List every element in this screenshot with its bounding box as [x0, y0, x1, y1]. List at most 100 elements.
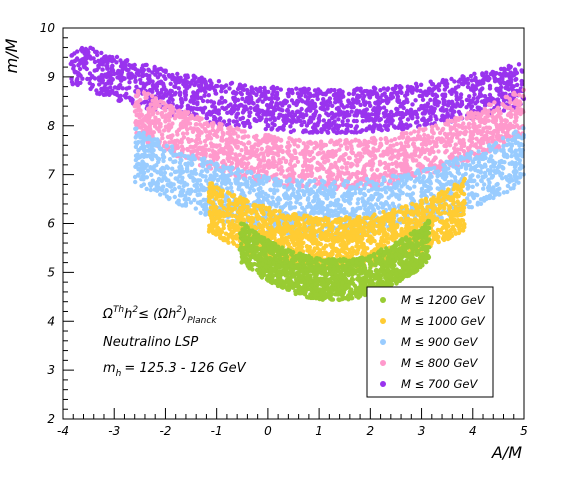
scatter-point	[330, 103, 335, 109]
scatter-point	[414, 88, 420, 93]
scatter-point	[508, 173, 513, 179]
scatter-point	[385, 86, 391, 91]
scatter-point	[501, 103, 506, 108]
scatter-point	[412, 184, 417, 189]
scatter-point	[145, 116, 150, 121]
scatter-point	[141, 72, 146, 78]
scatter-point	[221, 158, 226, 164]
scatter-point	[385, 123, 391, 128]
scatter-point	[189, 162, 194, 167]
scatter-point	[288, 124, 293, 129]
scatter-point	[464, 105, 469, 110]
scatter-point	[204, 83, 209, 88]
scatter-point	[444, 78, 449, 84]
scatter-point	[208, 99, 214, 104]
scatter-point	[177, 160, 183, 165]
scatter-point	[376, 108, 382, 113]
scatter-point	[301, 129, 306, 135]
scatter-point	[195, 133, 200, 138]
scatter-point	[326, 88, 331, 93]
scatter-point	[495, 113, 500, 119]
scatter-point	[233, 177, 238, 182]
scatter-point	[240, 110, 246, 115]
scatter-point	[308, 93, 314, 99]
scatter-point	[452, 123, 458, 128]
scatter-point	[453, 142, 458, 147]
scatter-point	[110, 77, 115, 82]
scatter-point	[143, 82, 148, 87]
scatter-point	[74, 79, 80, 85]
scatter-point	[228, 81, 234, 86]
scatter-point	[388, 145, 393, 150]
scatter-point	[91, 56, 96, 61]
scatter-point	[468, 134, 473, 140]
scatter-point	[369, 204, 374, 210]
scatter-point	[241, 156, 246, 161]
scatter-point	[495, 125, 500, 130]
scatter-point	[305, 107, 310, 112]
scatter-point	[246, 161, 251, 166]
scatter-point	[468, 73, 474, 79]
scatter-point	[113, 91, 118, 97]
scatter-point	[354, 130, 359, 135]
scatter-point	[508, 146, 513, 152]
scatter-point	[491, 109, 496, 114]
scatter-point	[215, 134, 220, 139]
scatter-point	[420, 117, 425, 123]
scatter-point	[321, 150, 326, 155]
scatter-point	[325, 106, 330, 111]
scatter-point	[446, 180, 451, 185]
scatter-point	[247, 93, 252, 98]
data-points	[68, 45, 527, 303]
scatter-point	[287, 143, 292, 148]
scatter-point	[326, 178, 331, 183]
scatter-point	[146, 109, 152, 114]
scatter-point	[250, 87, 255, 92]
scatter-point	[305, 97, 311, 102]
scatter-point	[331, 164, 336, 169]
scatter-point	[115, 85, 120, 91]
scatter-point	[256, 194, 261, 200]
scatter-point	[238, 116, 243, 122]
scatter-point	[393, 85, 398, 91]
scatter-point	[213, 167, 218, 172]
scatter-point	[202, 105, 208, 111]
scatter-point	[401, 105, 406, 111]
scatter-point	[273, 151, 278, 156]
scatter-point	[175, 71, 180, 77]
scatter-point	[392, 154, 397, 159]
scatter-point	[408, 85, 414, 90]
scatter-point	[459, 115, 464, 120]
scatter-point	[317, 205, 322, 210]
scatter-point	[260, 189, 265, 195]
scatter-point	[318, 146, 324, 151]
scatter-point	[390, 189, 395, 194]
scatter-point	[434, 94, 440, 99]
scatter-point	[264, 135, 269, 141]
scatter-point	[354, 109, 359, 115]
scatter-point	[338, 138, 343, 143]
scatter-point	[451, 109, 456, 114]
scatter-point	[286, 87, 292, 93]
scatter-point	[226, 126, 231, 131]
scatter-point	[202, 93, 207, 98]
scatter-point	[462, 156, 467, 161]
scatter-point	[391, 124, 397, 129]
scatter-point	[380, 98, 385, 104]
scatter-point	[275, 146, 280, 151]
scatter-point	[514, 82, 520, 88]
scatter-point	[306, 140, 311, 145]
scatter-point	[382, 186, 387, 192]
scatter-point	[478, 170, 483, 175]
scatter-point	[353, 137, 358, 142]
scatter-point	[346, 91, 352, 97]
scatter-point	[356, 197, 361, 202]
scatter-point	[503, 71, 509, 77]
scatter-point	[441, 99, 446, 105]
scatter-point	[443, 168, 448, 174]
scatter-point	[490, 137, 495, 143]
scatter-point	[268, 150, 273, 156]
scatter-point	[461, 143, 467, 148]
scatter-point	[214, 144, 219, 149]
scatter-point	[209, 121, 214, 127]
